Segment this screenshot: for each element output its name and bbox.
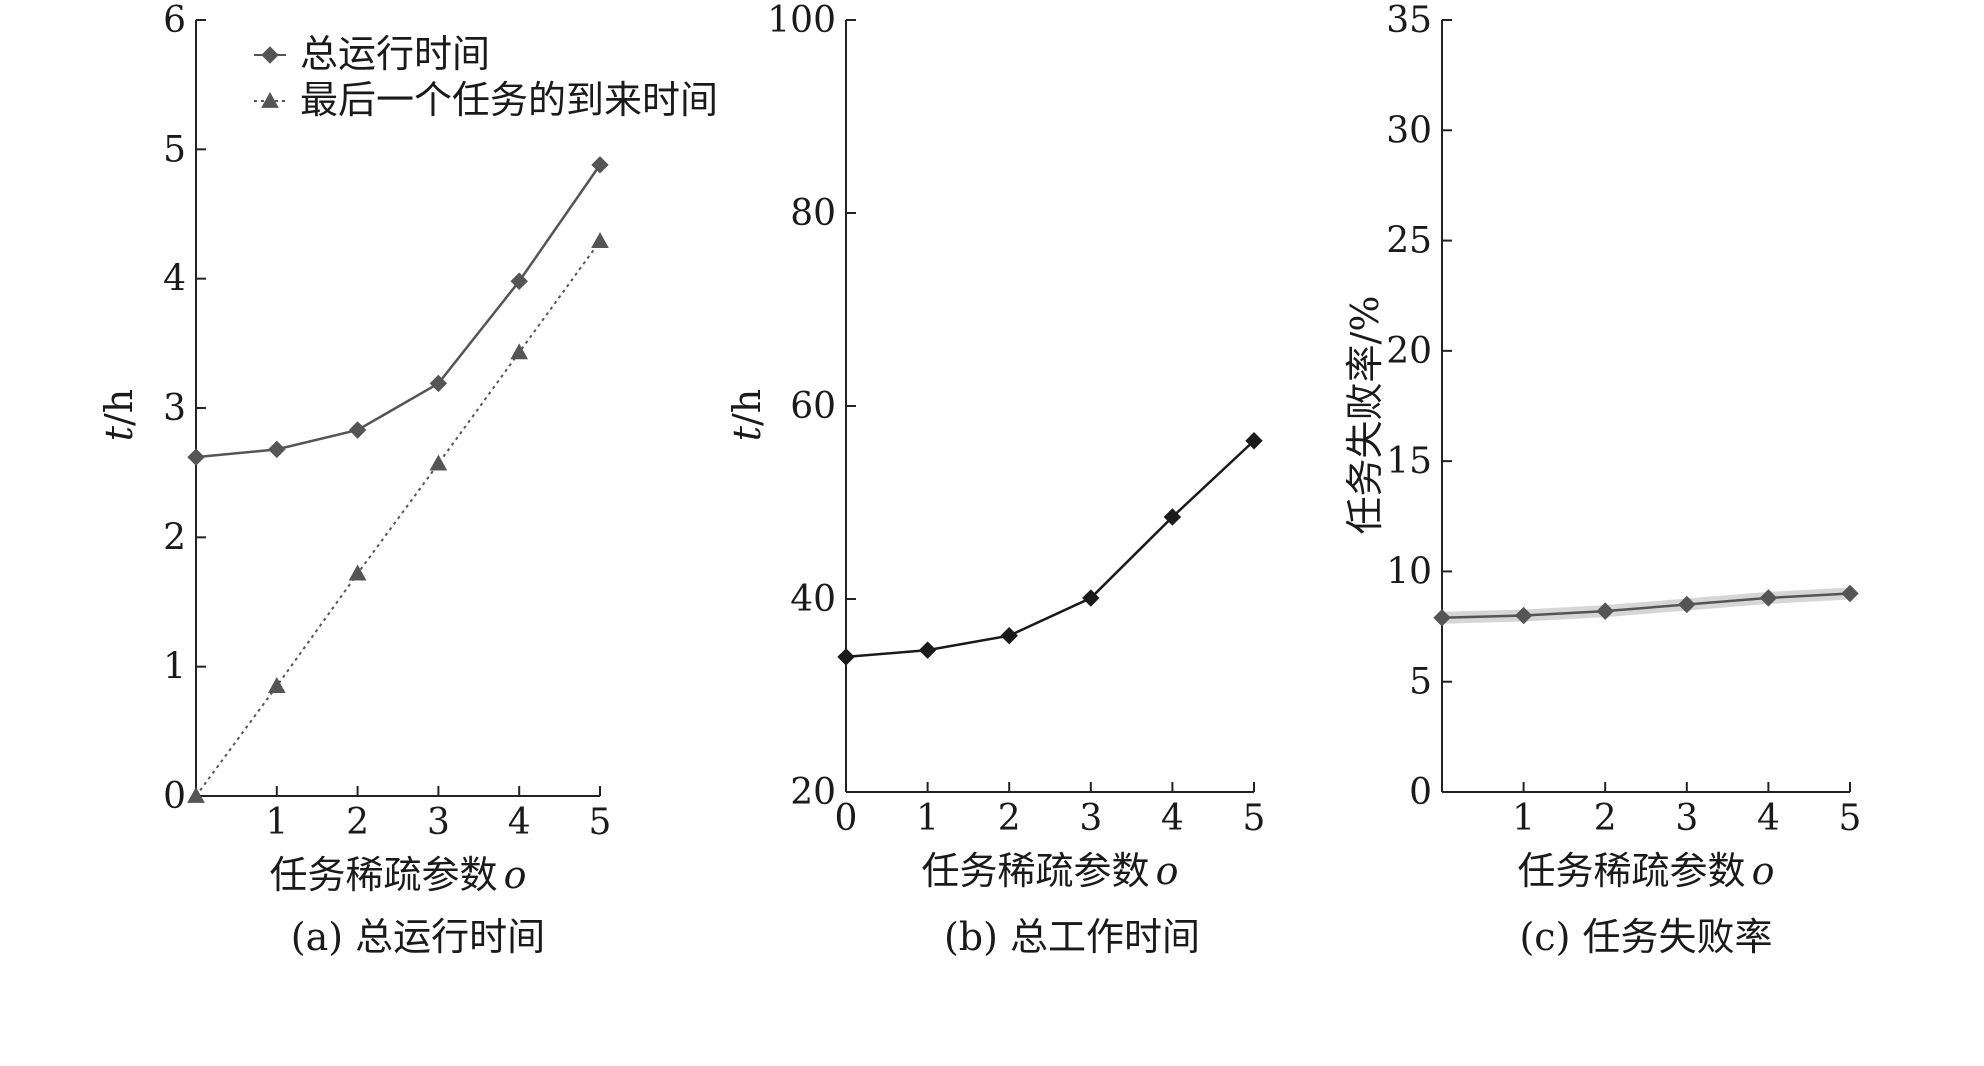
data-point bbox=[1163, 508, 1182, 526]
legend-marker bbox=[261, 46, 279, 64]
data-point bbox=[918, 641, 937, 659]
x-tick-label: 5 bbox=[589, 802, 612, 843]
y-tick-label: 10 bbox=[1386, 551, 1432, 592]
series-line bbox=[195, 240, 601, 797]
data-point bbox=[187, 448, 205, 466]
y-tick-label: 20 bbox=[1386, 331, 1432, 372]
y-tick-label: 5 bbox=[163, 129, 186, 170]
x-axis-title: 任务稀疏参数 o bbox=[922, 849, 1179, 893]
data-point bbox=[1514, 606, 1533, 625]
y-tick-label: 35 bbox=[1386, 0, 1432, 41]
y-tick-label: 1 bbox=[163, 647, 186, 688]
x-tick-label: 1 bbox=[916, 798, 939, 839]
x-tick-label: 5 bbox=[1243, 798, 1266, 839]
data-point bbox=[429, 374, 448, 393]
data-point bbox=[510, 272, 528, 290]
data-point bbox=[1433, 609, 1451, 627]
y-tick-label: 15 bbox=[1386, 441, 1432, 482]
legend-marker bbox=[261, 91, 279, 108]
x-tick-label: 3 bbox=[1079, 798, 1102, 839]
y-tick-label: 0 bbox=[163, 776, 186, 817]
data-point bbox=[1000, 626, 1018, 645]
data-point bbox=[591, 232, 609, 249]
data-point bbox=[1759, 589, 1778, 607]
data-point bbox=[1596, 602, 1614, 620]
data-point bbox=[510, 343, 529, 360]
x-axis-title: 任务稀疏参数 o bbox=[1518, 849, 1775, 893]
x-tick-label: 3 bbox=[427, 802, 450, 843]
x-tick-label: 4 bbox=[1161, 798, 1184, 839]
data-point bbox=[268, 440, 286, 459]
data-point bbox=[1841, 584, 1859, 603]
data-point bbox=[1082, 589, 1100, 607]
panel-b: 20 40 60 80 100 0 1 2 3 4 5 任务稀疏参数 o t/h (b) 总工作时间 bbox=[725, 0, 1265, 959]
y-tick-label: 2 bbox=[163, 517, 186, 558]
y-tick-label: 6 bbox=[163, 0, 186, 41]
y-axis-title: t/h bbox=[97, 389, 141, 442]
x-tick-label: 0 bbox=[835, 798, 858, 839]
x-tick-label: 1 bbox=[1512, 798, 1535, 839]
x-axis-title: 任务稀疏参数 o bbox=[270, 853, 527, 897]
data-point bbox=[348, 421, 367, 439]
series-line bbox=[1441, 592, 1851, 619]
y-tick-label: 80 bbox=[790, 193, 836, 234]
x-tick-label: 5 bbox=[1839, 798, 1862, 839]
data-point bbox=[267, 677, 286, 693]
y-tick-label: 0 bbox=[1409, 772, 1432, 813]
x-tick-label: 4 bbox=[508, 802, 531, 843]
legend-label: 总运行时间 bbox=[300, 32, 490, 76]
y-tick-label: 40 bbox=[790, 579, 836, 620]
x-tick-label: 4 bbox=[1757, 798, 1780, 839]
y-axis-title: t/h bbox=[725, 389, 769, 442]
panel-a: 0 1 2 3 4 5 6 1 2 3 4 5 任务稀疏参数 o t/h (a) 总运行时间 总运行时间最后一个… bbox=[97, 0, 718, 959]
data-point bbox=[1245, 432, 1263, 450]
y-axis-title: 任务失败率/% bbox=[1343, 296, 1387, 535]
y-tick-label: 25 bbox=[1386, 221, 1432, 262]
x-tick-label: 2 bbox=[998, 798, 1021, 839]
panel-c: 0 5 10 15 20 25 30 35 1 2 3 4 5 任务稀疏参数 o 任务失败率/% (c) 任务失… bbox=[1343, 0, 1861, 959]
y-tick-label: 20 bbox=[790, 772, 836, 813]
y-tick-label: 60 bbox=[790, 386, 836, 427]
y-tick-label: 4 bbox=[163, 259, 186, 300]
y-tick-label: 3 bbox=[163, 388, 186, 429]
legend-label: 最后一个任务的到来时间 bbox=[300, 78, 718, 122]
panel-caption: (c) 任务失败率 bbox=[1519, 915, 1772, 959]
series-line bbox=[845, 439, 1255, 659]
x-tick-label: 1 bbox=[265, 802, 288, 843]
y-tick-label: 100 bbox=[767, 0, 836, 41]
data-point bbox=[429, 454, 448, 471]
x-tick-label: 2 bbox=[346, 802, 369, 843]
x-tick-label: 2 bbox=[1594, 798, 1617, 839]
y-tick-label: 5 bbox=[1409, 662, 1432, 703]
data-point bbox=[1678, 595, 1696, 614]
data-point bbox=[348, 564, 367, 581]
panel-caption: (b) 总工作时间 bbox=[944, 915, 1200, 959]
panel-caption: (a) 总运行时间 bbox=[291, 915, 545, 959]
data-point bbox=[187, 786, 205, 803]
data-point bbox=[837, 648, 855, 666]
data-point bbox=[591, 156, 609, 174]
series-line bbox=[195, 164, 602, 459]
x-tick-label: 3 bbox=[1675, 798, 1698, 839]
y-tick-label: 30 bbox=[1386, 110, 1432, 151]
